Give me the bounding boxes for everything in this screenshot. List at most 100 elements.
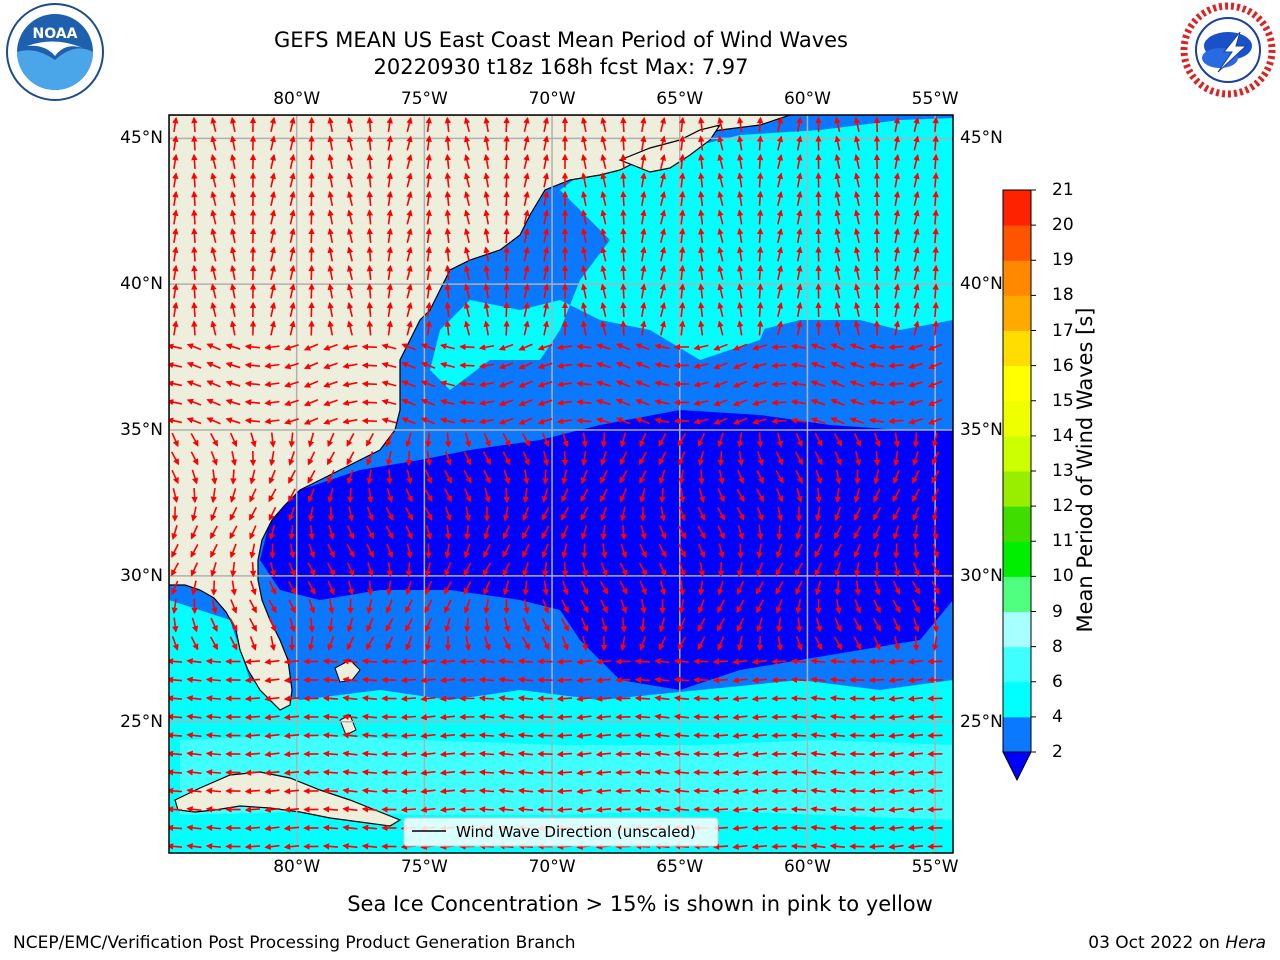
wind-wave-arrow [932,301,939,318]
wind-wave-arrow [756,283,764,299]
wind-wave-arrow [172,135,179,151]
colorbar-tick-label: 14 [1052,425,1074,446]
wind-wave-arrow [659,506,666,522]
wind-wave-arrow [542,227,550,244]
wind-wave-arrow [322,769,339,776]
wind-wave-arrow [269,153,277,170]
wind-wave-arrow [210,301,217,317]
wind-wave-arrow [444,283,451,299]
wind-wave-arrow [737,283,744,299]
colorbar-tick-label: 20 [1052,215,1074,236]
wind-wave-arrow [210,580,218,596]
wind-wave-arrow [249,543,256,559]
wind-wave-arrow [244,658,261,665]
wind-wave-arrow [713,399,728,407]
wind-wave-arrow [693,362,709,370]
wind-wave-arrow [425,209,432,225]
wind-wave-arrow [581,450,588,467]
wind-wave-arrow [171,525,178,540]
wind-wave-arrow [191,172,198,188]
wind-wave-arrow [932,264,939,281]
wind-wave-arrow [463,283,471,299]
wind-wave-arrow [244,824,261,832]
wind-wave-arrow [541,543,549,559]
wind-wave-arrow [229,209,237,225]
colorbar-segment [1003,295,1031,331]
wind-wave-arrow [600,264,607,280]
wind-wave-arrow [853,320,861,336]
wind-wave-arrow [171,432,179,448]
wind-wave-arrow [172,283,179,299]
wind-wave-arrow [619,469,628,484]
wind-wave-arrow [658,469,666,485]
wind-wave-arrow [795,525,802,541]
wind-wave-arrow [932,190,939,207]
wind-wave-arrow [679,172,686,188]
wind-wave-arrow [776,283,784,299]
wind-wave-arrow [580,320,588,336]
wind-wave-arrow [464,488,472,503]
wind-wave-arrow [307,488,315,503]
wind-wave-arrow [756,116,764,133]
wind-wave-arrow [679,246,686,262]
wind-wave-arrow [478,769,495,776]
wind-wave-arrow [771,380,787,388]
wind-wave-arrow [698,227,705,244]
wind-wave-arrow [931,488,940,503]
wind-wave-arrow [327,543,335,558]
wind-wave-arrow [853,264,861,281]
wind-wave-arrow [615,361,631,369]
wind-wave-arrow [210,543,218,558]
wind-wave-arrow [503,153,510,170]
wind-wave-arrow [169,713,183,721]
wind-wave-arrow [620,543,628,559]
wind-wave-arrow [561,488,569,503]
wind-wave-arrow [210,172,217,188]
wind-wave-arrow [737,246,744,262]
wind-wave-arrow [206,380,221,388]
wind-wave-arrow [327,320,334,336]
wind-wave-arrow [288,488,296,503]
wind-wave-arrow [322,750,339,758]
wind-wave-arrow [307,432,315,448]
colorbar-segment [1003,541,1031,577]
wind-wave-arrow [478,362,495,369]
wind-wave-arrow [522,580,530,596]
wind-wave-arrow [892,469,900,485]
wind-wave-arrow [463,209,471,225]
wind-wave-arrow [268,525,276,540]
wind-wave-arrow [542,246,550,262]
wind-wave-arrow [366,172,374,188]
wind-wave-arrow [169,361,183,369]
wind-wave-arrow [209,525,219,540]
wind-wave-arrow [913,116,920,132]
wind-wave-arrow [790,695,807,702]
wind-wave-arrow [814,525,822,540]
wind-wave-arrow [244,843,261,850]
wind-wave-arrow [328,525,335,540]
lat-tick-label: 35°N [120,420,163,441]
wind-wave-arrow [401,398,416,406]
wind-wave-arrow [483,264,490,281]
colorbar-segment [1003,471,1031,507]
wind-wave-arrow [229,283,237,299]
wind-wave-arrow [386,320,393,336]
lon-tick-label: 65°W [656,857,704,877]
wind-wave-arrow [580,246,588,262]
wind-wave-arrow [620,116,627,133]
wind-wave-arrow [932,209,939,225]
wind-wave-arrow [892,506,901,521]
wind-wave-arrow [444,227,451,244]
colorbar-segment [1003,225,1031,261]
wind-wave-arrow [908,362,923,370]
wind-wave-arrow [191,153,198,170]
wind-wave-arrow [697,432,706,448]
wind-wave-arrow [678,506,686,522]
wind-wave-arrow [386,209,393,225]
wind-wave-arrow [737,525,745,540]
colorbar-tick-label: 12 [1052,496,1074,517]
wind-wave-arrow [834,451,842,466]
wind-wave-arrow [776,227,784,243]
wind-wave-arrow [927,399,943,407]
